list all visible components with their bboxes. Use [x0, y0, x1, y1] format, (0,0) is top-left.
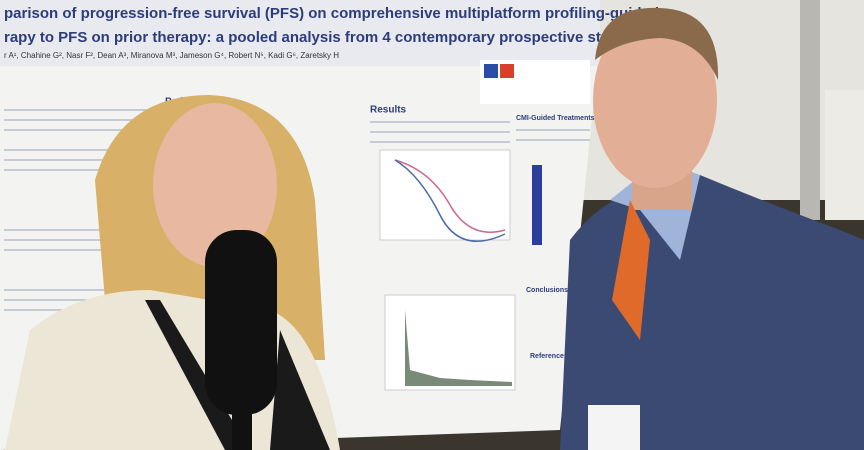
woman-top-trim [145, 300, 250, 450]
man-face [593, 12, 717, 188]
woman-top [270, 330, 330, 450]
man-hair [595, 7, 719, 80]
section-heading: Results [370, 105, 407, 116]
woman-face [153, 103, 277, 267]
side-poster [825, 90, 864, 220]
section-heading: Conclusions [526, 287, 568, 294]
section-heading: CMI-Guided Treatments [516, 115, 595, 122]
poster-bar [532, 165, 542, 245]
lanyard [612, 200, 650, 340]
poster-title: parison of progression-free survival (PF… [4, 5, 659, 22]
poster-header [0, 0, 600, 66]
section-heading: References [530, 353, 568, 360]
poster-title: rapy to PFS on prior therapy: a pooled a… [4, 29, 640, 46]
logo [500, 64, 514, 78]
panel-frame [800, 0, 820, 220]
logo [484, 64, 498, 78]
badge [588, 405, 640, 450]
poster-figure [384, 294, 516, 391]
figure-area [405, 310, 512, 386]
figure-curve [394, 159, 506, 242]
microphone-handle [232, 405, 252, 450]
logos [480, 60, 590, 104]
microphone [205, 230, 277, 415]
figure-curve [394, 159, 506, 233]
poster-authors: r A¹, Chahine G², Nasr F², Dean A³, Mira… [4, 51, 339, 60]
